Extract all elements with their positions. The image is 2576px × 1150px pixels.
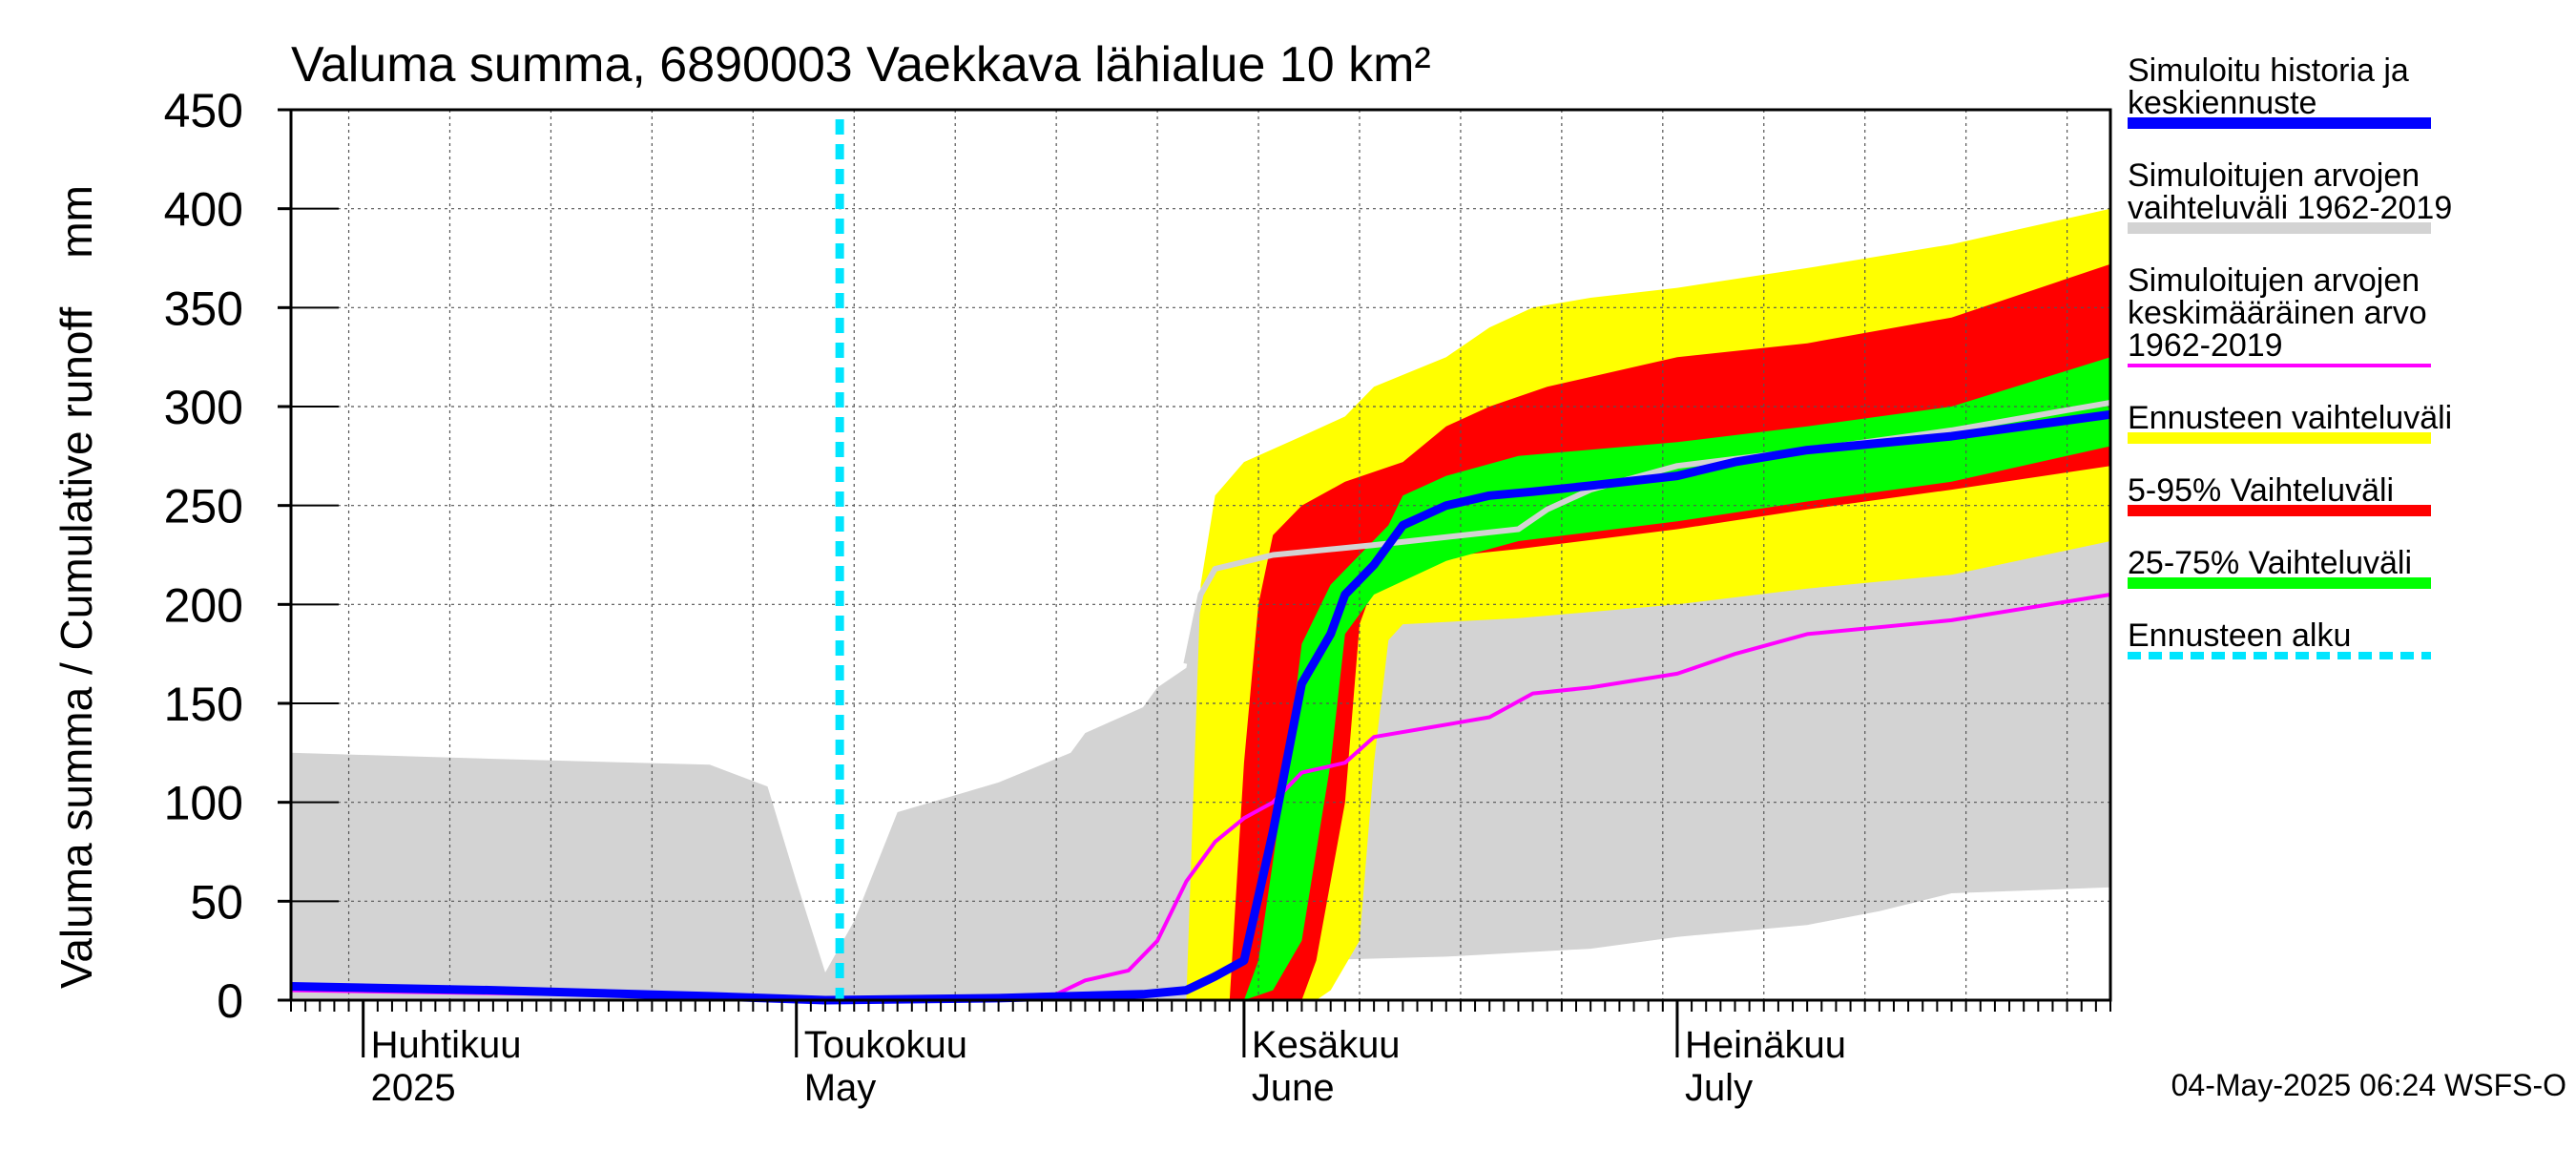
x-month-sublabel: 2025 [371,1067,456,1109]
legend-entry-label: 1962-2019 [2128,327,2283,364]
x-month-sublabel: May [804,1067,877,1109]
legend-entry-label: 25-75% Vaihteluväli [2128,545,2412,581]
y-axis-label: Valuma summa / Cumulative runoff mm [52,185,101,989]
x-month-sublabel: June [1252,1067,1335,1109]
y-tick-label: 50 [190,875,243,929]
y-tick-label: 100 [164,777,243,830]
x-month-label: Heinäkuu [1685,1024,1846,1066]
lines-layer [290,119,2111,1005]
legend-entry-label: Ennusteen alku [2128,617,2351,654]
legend-entry-label: keskiennuste [2128,85,2316,121]
legend-entry-label: 5-95% Vaihteluväli [2128,472,2394,509]
legend-entry-label: Simuloitu historia ja [2128,52,2409,89]
x-month-sublabel: July [1685,1067,1753,1109]
legend-entry-label: keskimääräinen arvo [2128,295,2427,331]
series-line-simuloitu-historia-ja-keskiennuste [290,409,2111,1005]
timestamp: 04-May-2025 06:24 WSFS-O [2171,1068,2566,1102]
y-tick-label: 450 [164,84,243,137]
x-month-label: Huhtikuu [371,1024,522,1066]
y-tick-label: 150 [164,678,243,731]
legend-entry-label: vaihteluväli 1962-2019 [2128,190,2452,226]
y-tick-label: 300 [164,381,243,434]
legend-entry-label: Ennusteen vaihteluväli [2128,400,2452,436]
legend-entry-label: Simuloitujen arvojen [2128,157,2420,194]
x-month-label: Kesäkuu [1252,1024,1401,1066]
y-tick-label: 0 [217,974,243,1028]
y-tick-label: 250 [164,480,243,533]
chart-title: Valuma summa, 6890003 Vaekkava lähialue … [291,37,1431,93]
x-month-label: Toukokuu [804,1024,967,1066]
legend-entry-label: Simuloitujen arvojen [2128,262,2420,299]
y-tick-label: 400 [164,183,243,237]
y-tick-label: 200 [164,578,243,632]
y-tick-label: 350 [164,282,243,335]
